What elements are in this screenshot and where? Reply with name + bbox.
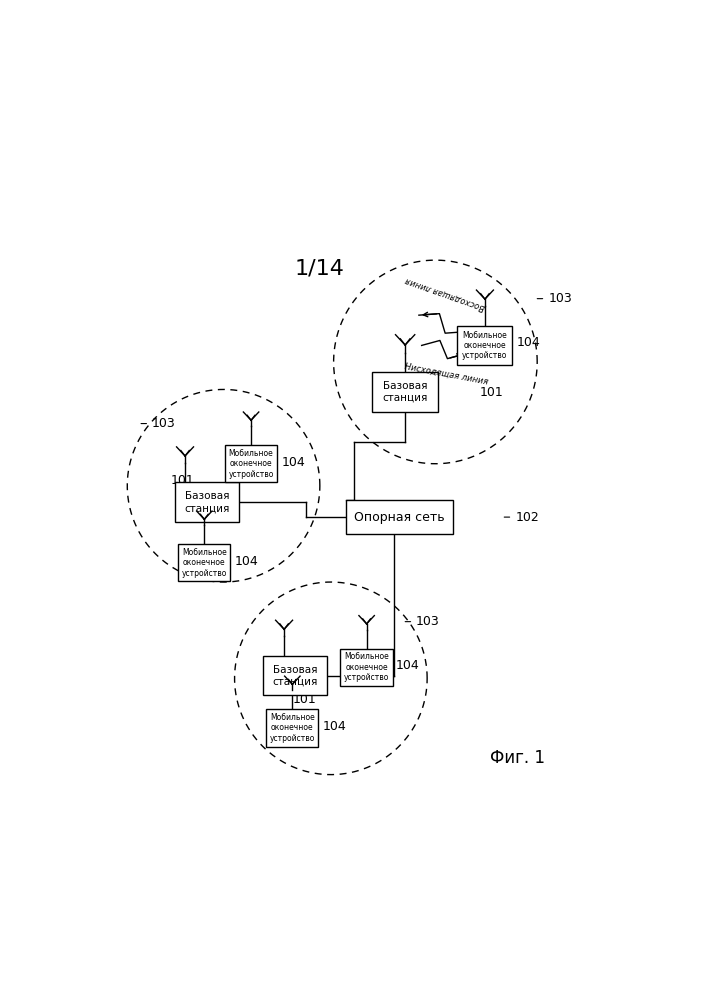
- Bar: [457, 326, 513, 365]
- Text: 103: 103: [141, 417, 176, 430]
- Bar: [225, 445, 277, 482]
- Text: Мобильное
оконечное
устройство: Мобильное оконечное устройство: [270, 713, 315, 743]
- Text: 103: 103: [537, 292, 572, 305]
- Text: 102: 102: [504, 511, 539, 524]
- Text: 104: 104: [322, 720, 346, 733]
- Text: 101: 101: [170, 474, 194, 487]
- Text: 104: 104: [234, 555, 258, 568]
- Bar: [341, 649, 393, 686]
- Text: 104: 104: [395, 659, 420, 672]
- Text: 103: 103: [405, 615, 440, 628]
- Text: Фиг. 1: Фиг. 1: [491, 749, 545, 767]
- Text: Мобильное
оконечное
устройство: Мобильное оконечное устройство: [182, 548, 227, 578]
- Text: Базовая
станция: Базовая станция: [383, 381, 428, 403]
- Text: Нисходящая линия: Нисходящая линия: [404, 362, 489, 386]
- Bar: [175, 482, 239, 522]
- Text: 104: 104: [516, 336, 540, 349]
- Text: Восходящая линия: Восходящая линия: [404, 275, 486, 311]
- Text: Опорная сеть: Опорная сеть: [354, 511, 445, 524]
- Text: Мобильное
оконечное
устройство: Мобильное оконечное устройство: [229, 449, 274, 479]
- Text: 101: 101: [293, 693, 316, 706]
- Text: Мобильное
оконечное
устройство: Мобильное оконечное устройство: [344, 652, 389, 682]
- Text: 104: 104: [281, 456, 305, 469]
- Text: Базовая
станция: Базовая станция: [273, 665, 318, 686]
- Text: 101: 101: [479, 386, 503, 399]
- Text: 1/14: 1/14: [295, 258, 345, 278]
- Bar: [346, 500, 453, 534]
- Bar: [178, 544, 231, 581]
- Bar: [372, 372, 438, 412]
- Bar: [266, 709, 319, 747]
- Bar: [263, 656, 327, 695]
- Text: Базовая
станция: Базовая станция: [185, 491, 230, 513]
- Text: Мобильное
оконечное
устройство: Мобильное оконечное устройство: [462, 331, 508, 360]
